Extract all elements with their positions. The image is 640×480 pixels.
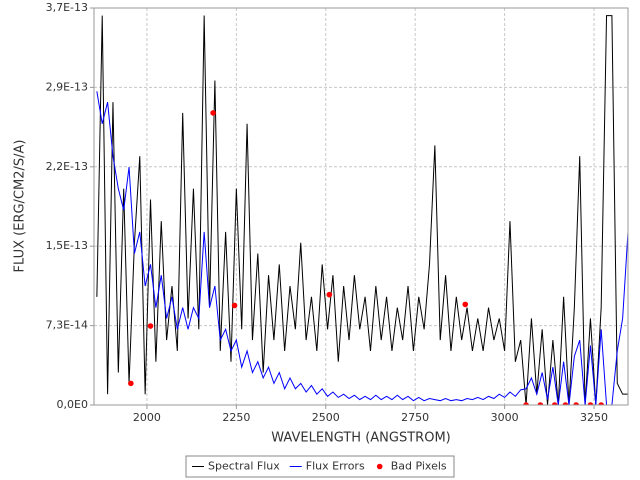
bad-pixel [551,402,558,405]
bad-pixel [598,402,604,405]
legend-marker [376,463,383,470]
legend-label: Bad Pixels [391,460,447,473]
bad-pixel [462,301,469,308]
bad-pixel [326,291,333,298]
legend-box [185,455,455,478]
x-tick-label: 3000 [491,411,519,424]
series-line [96,15,628,405]
bad-pixel [210,110,216,116]
plot [96,15,628,405]
y-tick-label: 2,9E-13 [46,80,88,93]
bad-pixel [573,402,579,405]
x-tick-label: 2000 [133,411,161,424]
x-tick-label: 2250 [222,411,250,424]
bad-pixel [231,302,238,309]
bad-pixel [562,402,569,405]
legend: Spectral Flux Flux Errors Bad Pixels [192,460,447,473]
y-tick-label: 1,5E-13 [46,239,88,252]
legend-label: Flux Errors [306,460,365,473]
legend-label: Spectral Flux [208,460,280,473]
bad-pixel [523,402,529,405]
bad-pixel [537,402,544,405]
y-tick-label: 7,3E-14 [46,319,88,332]
x-tick-label: 3250 [580,411,608,424]
y-axis-title: FLUX (ERG/CM2/S/A) [13,140,28,273]
axes: 0,0E0 7,3E-14 1,5E-13 2,2E-13 2,9E-13 3,7E-13… [46,1,608,424]
bad-pixel [587,402,594,405]
x-tick-label: 2500 [312,411,340,424]
plot-border [93,7,629,406]
x-tick-label: 2750 [401,411,429,424]
y-tick-label: 0,0E0 [57,398,88,411]
bad-pixel [128,380,134,387]
y-tick-label: 2,2E-13 [46,160,88,173]
plot-area [94,8,628,405]
y-tick-label: 3,7E-13 [46,1,88,14]
x-axis-title: WAVELENGTH (ANGSTROM) [271,431,450,446]
bad-pixel [147,323,154,329]
series-line [96,91,628,405]
